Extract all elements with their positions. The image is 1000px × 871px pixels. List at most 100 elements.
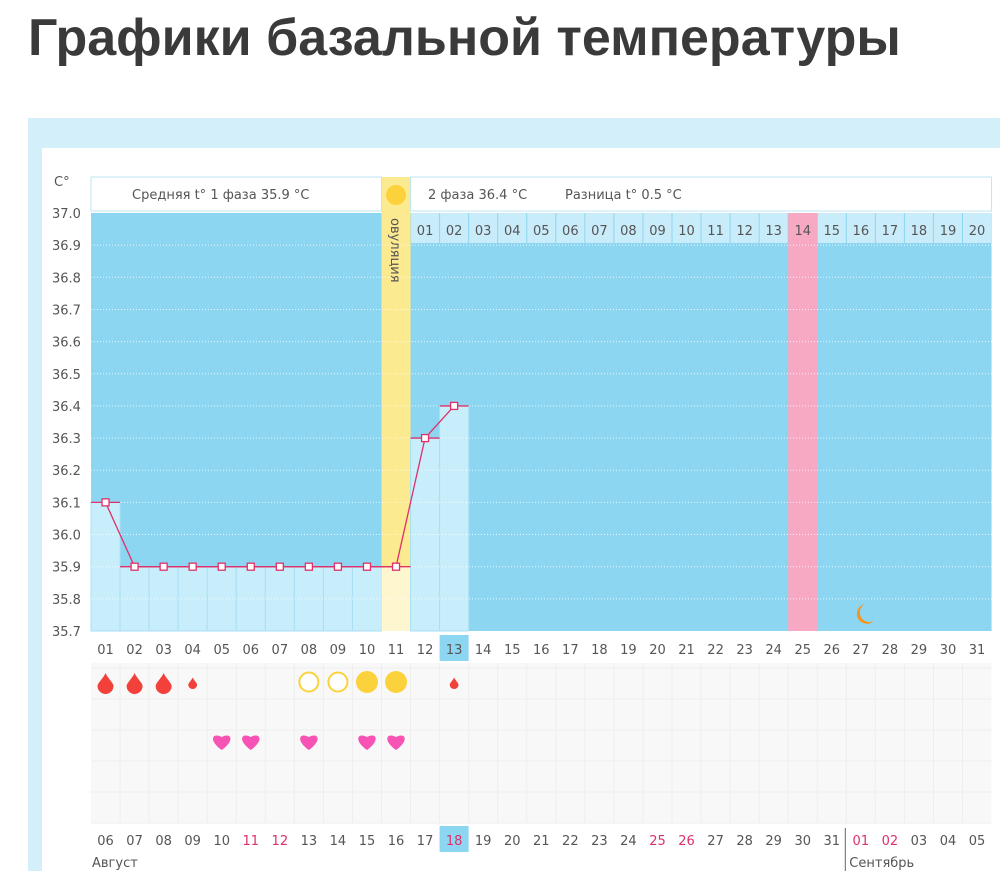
page-title: Графики базальной температуры: [28, 9, 901, 67]
temperature-point: [391, 562, 401, 571]
day-label: 17: [562, 643, 579, 658]
cycle-day-label: 08: [620, 224, 637, 239]
cycle-day-label: 17: [882, 224, 899, 239]
day-label: 24: [765, 643, 782, 658]
day-label: 29: [911, 643, 928, 658]
cycle-day-cell: [730, 213, 759, 243]
day-label: 30: [940, 643, 957, 658]
blood-drop-icon: [97, 673, 114, 694]
day-label: 26: [824, 643, 841, 658]
cycle-day-label: 06: [562, 224, 579, 239]
blood-drop-icon: [155, 673, 172, 694]
date-label: 06: [97, 834, 114, 849]
day-label: 31: [969, 643, 986, 658]
date-label: 07: [126, 834, 143, 849]
date-label: 26: [678, 834, 695, 849]
day-label: 16: [533, 643, 550, 658]
day-label: 25: [794, 643, 811, 658]
day-label: 15: [504, 643, 521, 658]
cycle-day-cell: [643, 213, 672, 243]
temperature-point: [362, 562, 372, 571]
y-tick-label: 36.9: [52, 239, 81, 254]
date-label: 08: [155, 834, 172, 849]
empty-circle-icon: [327, 671, 349, 693]
temperature-point: [159, 562, 168, 571]
day-label: 19: [620, 643, 637, 658]
cycle-day-cell: [614, 213, 643, 243]
day-label: 06: [243, 643, 260, 658]
phase2-header: [410, 176, 993, 212]
day-label: 28: [882, 643, 899, 658]
date-label: 02: [882, 834, 899, 849]
temperature-fill: [439, 405, 470, 632]
blood-drop-icon: [126, 673, 143, 694]
cycle-day-label: 18: [911, 224, 928, 239]
day-label: 01: [97, 643, 114, 658]
cycle-day-cell: [904, 213, 933, 243]
day-label: 04: [184, 643, 201, 658]
cycle-day-label: 15: [824, 224, 841, 239]
day-label: 05: [213, 643, 230, 658]
cycle-day-cell: [963, 213, 992, 243]
day-label: 08: [301, 643, 318, 658]
cycle-day-label: 16: [853, 224, 870, 239]
ovulation-label: овуляция: [387, 218, 402, 283]
cycle-day-label: 10: [678, 224, 695, 239]
current-date-highlight: [439, 826, 469, 852]
day-label: 21: [678, 643, 695, 658]
y-tick-label: 36.0: [52, 529, 81, 544]
cycle-day-label: 20: [969, 224, 986, 239]
date-label: 21: [533, 834, 550, 849]
cycle-day-cell: [701, 213, 730, 243]
cycle-day-cell: [846, 213, 875, 243]
y-tick-label: 36.3: [52, 432, 81, 447]
cycle-day-cell: [411, 213, 440, 243]
cycle-day-cell: [469, 213, 498, 243]
temperature-point: [246, 562, 255, 571]
sun-icon: [386, 185, 407, 205]
date-label: 24: [620, 834, 637, 849]
markers-grid: [91, 663, 992, 823]
temperature-point: [101, 498, 110, 507]
filled-circle-icon: [355, 671, 378, 693]
cycle-day-cell: [527, 213, 556, 243]
y-axis-label: C°: [54, 175, 70, 190]
date-label: 16: [388, 834, 405, 849]
date-label: 03: [911, 834, 928, 849]
date-label: 09: [184, 834, 201, 849]
phase1-average: Средняя t° 1 фаза 35.9 °C: [132, 188, 309, 203]
heart-icon: [213, 735, 231, 750]
y-tick-label: 36.4: [52, 400, 81, 415]
date-label: 19: [475, 834, 492, 849]
date-label: 05: [969, 834, 986, 849]
cycle-day-cell: [672, 213, 701, 243]
y-tick-label: 37.0: [52, 207, 81, 222]
plot-area: [91, 213, 992, 631]
day-label: 09: [330, 643, 347, 658]
heart-icon: [300, 735, 318, 750]
moon-icon: [856, 604, 874, 624]
current-day-highlight: [439, 635, 469, 661]
temperature-point: [420, 433, 430, 443]
day-label: 13: [446, 643, 463, 658]
date-label: 22: [562, 834, 579, 849]
cycle-day-cell: [788, 213, 817, 243]
y-tick-label: 36.6: [52, 336, 81, 351]
cycle-day-label: 19: [940, 224, 957, 239]
y-tick-label: 35.8: [52, 593, 81, 608]
day-label: 23: [736, 643, 753, 658]
temperature-point: [130, 562, 139, 571]
temperature-difference: Разница t° 0.5 °C: [565, 188, 682, 203]
cycle-day-label: 12: [736, 224, 753, 239]
temperature-fill: [351, 566, 383, 632]
day-label: 11: [388, 643, 405, 658]
temperature-fill: [381, 566, 411, 631]
filled-circle-icon: [385, 671, 408, 693]
y-tick-label: 35.9: [52, 561, 81, 576]
cycle-day-label: 13: [765, 224, 782, 239]
date-label: 31: [824, 834, 841, 849]
day-label: 07: [272, 643, 289, 658]
cycle-day-cell: [817, 213, 846, 243]
date-label: 20: [504, 834, 521, 849]
